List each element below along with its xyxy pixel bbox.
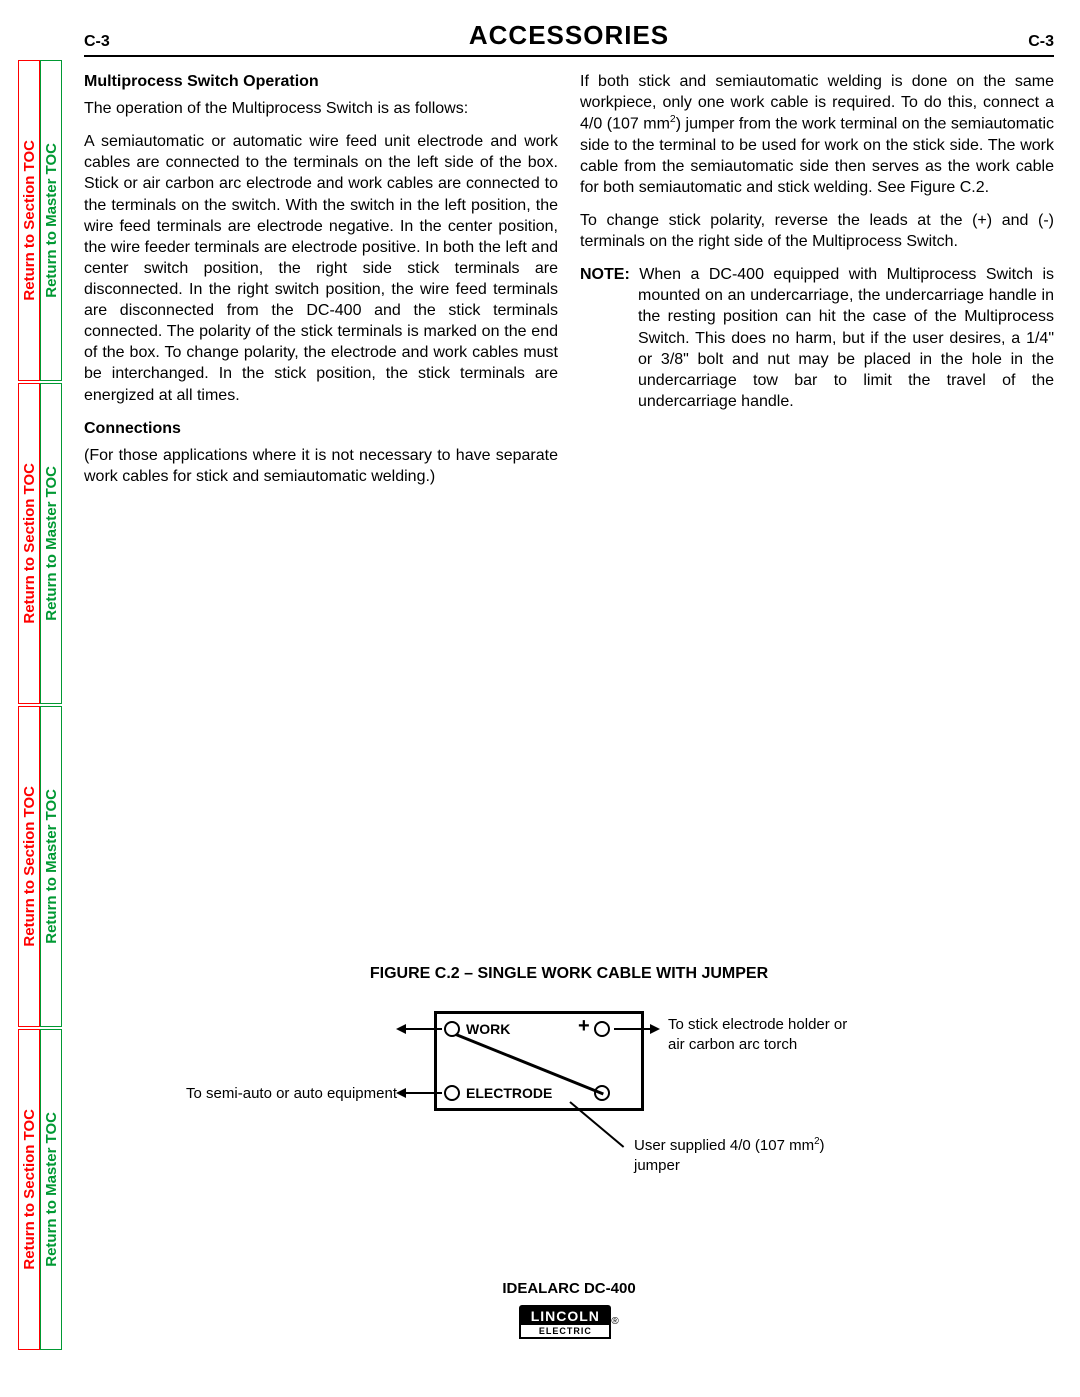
logo: LINCOLN ELECTRIC ®: [519, 1321, 618, 1338]
label-work: WORK: [466, 1021, 510, 1037]
master-toc-tab-1[interactable]: Return to Master TOC: [40, 60, 62, 381]
section-toc-column: Return to Section TOC Return to Section …: [18, 60, 40, 1350]
master-toc-column: Return to Master TOC Return to Master TO…: [40, 60, 62, 1350]
registered-icon: ®: [611, 1316, 618, 1327]
para-operation: A semiautomatic or automatic wire feed u…: [84, 131, 558, 405]
terminal-electrode-left: [444, 1085, 460, 1101]
product-name: IDEALARC DC-400: [84, 1280, 1054, 1297]
master-toc-tab-3[interactable]: Return to Master TOC: [40, 706, 62, 1027]
heading-connections: Connections: [84, 418, 558, 439]
master-toc-tab-2[interactable]: Return to Master TOC: [40, 383, 62, 704]
callout-jumper: User supplied 4/0 (107 mm2) jumper: [634, 1136, 825, 1175]
arrow-plus-line: [614, 1028, 652, 1030]
section-toc-tab-3[interactable]: Return to Section TOC: [18, 706, 40, 1027]
page-footer: IDEALARC DC-400 LINCOLN ELECTRIC ®: [84, 1280, 1054, 1339]
section-toc-tab-4[interactable]: Return to Section TOC: [18, 1029, 40, 1350]
arrow-work-line: [404, 1028, 442, 1030]
callout-left: To semi-auto or auto equipment: [172, 1084, 397, 1104]
heading-multiprocess: Multiprocess Switch Operation: [84, 71, 558, 92]
arrow-work-head: [396, 1024, 406, 1034]
page-content: C-3 ACCESSORIES C-3 Multiprocess Switch …: [84, 20, 1054, 499]
right-column: If both stick and semiautomatic welding …: [580, 71, 1054, 499]
master-toc-tab-4[interactable]: Return to Master TOC: [40, 1029, 62, 1350]
left-column: Multiprocess Switch Operation The operat…: [84, 71, 558, 499]
para-intro: The operation of the Multiprocess Switch…: [84, 98, 558, 119]
arrow-electrode-head: [396, 1088, 406, 1098]
para-connections: (For those applications where it is not …: [84, 445, 558, 487]
note-label: NOTE:: [580, 266, 639, 283]
figure-title: FIGURE C.2 – SINGLE WORK CABLE WITH JUMP…: [84, 965, 1054, 983]
para-polarity: To change stick polarity, reverse the le…: [580, 210, 1054, 252]
page-header: C-3 ACCESSORIES C-3: [84, 20, 1054, 51]
page-title: ACCESSORIES: [469, 20, 669, 51]
header-rule: [84, 55, 1054, 57]
label-electrode: ELECTRODE: [466, 1085, 552, 1101]
diagram: WORK ELECTRODE + To semi-auto or auto eq…: [144, 1001, 994, 1201]
section-toc-tab-2[interactable]: Return to Section TOC: [18, 383, 40, 704]
arrow-electrode-line: [404, 1092, 442, 1094]
sidebar-toc-tabs: Return to Section TOC Return to Section …: [18, 60, 62, 1350]
plus-icon: +: [578, 1015, 590, 1038]
logo-sub: ELECTRIC: [519, 1325, 611, 1339]
para-jumper: If both stick and semiautomatic welding …: [580, 71, 1054, 198]
page-number-right: C-3: [1028, 33, 1054, 51]
figure-section: FIGURE C.2 – SINGLE WORK CABLE WITH JUMP…: [84, 965, 1054, 1201]
page-number-left: C-3: [84, 33, 110, 51]
text-columns: Multiprocess Switch Operation The operat…: [84, 71, 1054, 499]
arrow-plus-head: [650, 1024, 660, 1034]
callout-right: To stick electrode holder or air carbon …: [668, 1015, 847, 1054]
terminal-plus-right: [594, 1021, 610, 1037]
note-block: NOTE: When a DC-400 equipped with Multip…: [580, 264, 1054, 412]
section-toc-tab-1[interactable]: Return to Section TOC: [18, 60, 40, 381]
logo-brand: LINCOLN: [519, 1305, 611, 1325]
